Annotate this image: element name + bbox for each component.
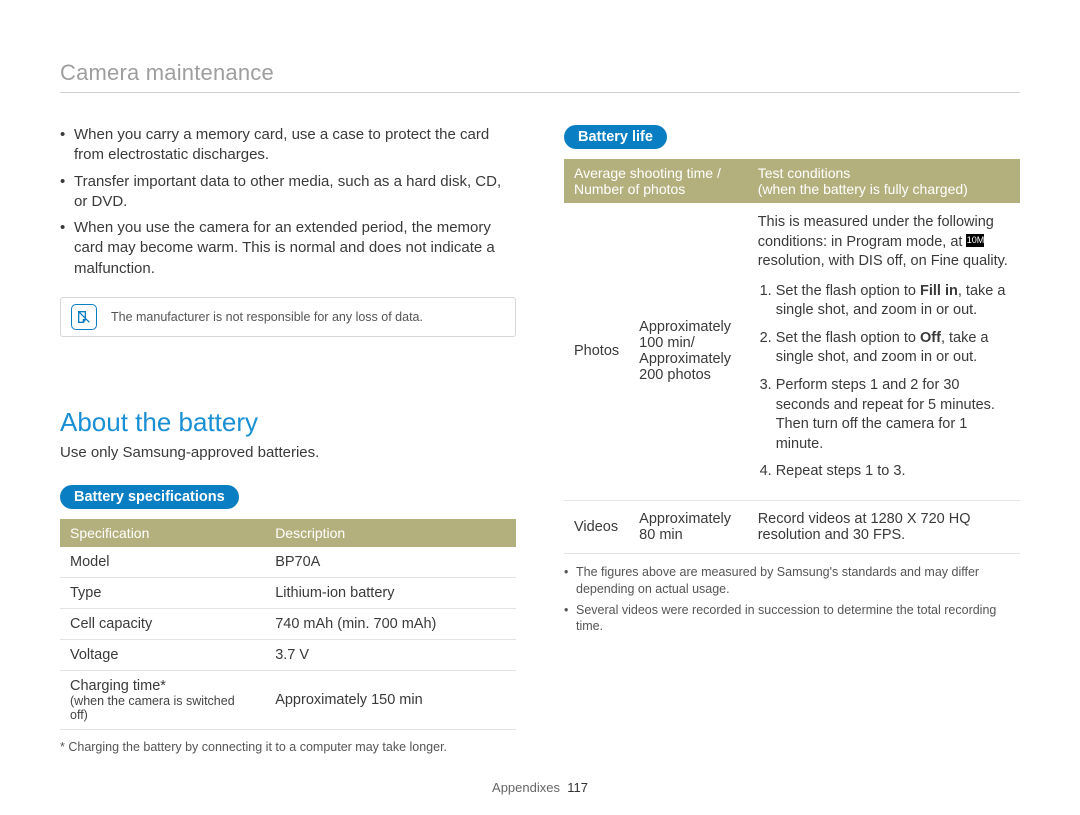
list-item: When you use the camera for an extended …	[60, 218, 516, 279]
spec-name-main: Charging time*	[70, 678, 166, 694]
battery-spec-table: Specification Description Model BP70A Ty…	[60, 519, 516, 730]
list-item: Set the flash option to Off, take a sing…	[776, 329, 1010, 368]
page-title: Camera maintenance	[60, 60, 1020, 86]
spec-name: Type	[60, 577, 265, 608]
col-header: Description	[265, 519, 516, 547]
step-bold: Fill in	[920, 283, 958, 299]
right-column: Battery life Average shooting time / Num…	[564, 125, 1020, 754]
resolution-icon: 10M	[966, 234, 984, 247]
spec-name: Voltage	[60, 639, 265, 670]
spec-name: Model	[60, 547, 265, 578]
table-row: Model BP70A	[60, 547, 516, 578]
list-item: Transfer important data to other media, …	[60, 172, 516, 213]
conditions-intro: This is measured under the following con…	[758, 213, 1010, 272]
th-line: Test conditions	[758, 165, 1010, 181]
footer-label: Appendixes	[492, 780, 560, 795]
conditions-steps: Set the flash option to Fill in, take a …	[758, 282, 1010, 482]
table-header-row: Average shooting time / Number of photos…	[564, 159, 1020, 203]
spec-desc: Approximately 150 min	[265, 670, 516, 729]
row-label: Videos	[564, 500, 629, 553]
spec-name: Cell capacity	[60, 608, 265, 639]
row-conditions: Record videos at 1280 X 720 HQ resolutio…	[748, 500, 1020, 553]
content-columns: When you carry a memory card, use a case…	[60, 125, 1020, 754]
note-text: The manufacturer is not responsible for …	[111, 310, 423, 324]
table-row: Photos Approximately 100 min/ Approximat…	[564, 203, 1020, 500]
row-value: Approximately 80 min	[629, 500, 748, 553]
spec-desc: BP70A	[265, 547, 516, 578]
col-header: Specification	[60, 519, 265, 547]
row-value: Approximately 100 min/ Approximately 200…	[629, 203, 748, 500]
step-bold: Off	[920, 330, 941, 346]
battery-spec-pill: Battery specifications	[60, 485, 239, 509]
table-row: Charging time* (when the camera is switc…	[60, 670, 516, 729]
note-box: The manufacturer is not responsible for …	[60, 297, 516, 337]
list-item: The figures above are measured by Samsun…	[564, 564, 1020, 598]
title-rule	[60, 92, 1020, 93]
step-text: Repeat steps 1 to 3.	[776, 463, 906, 479]
list-item: Set the flash option to Fill in, take a …	[776, 282, 1010, 321]
note-icon	[71, 304, 97, 330]
col-header: Average shooting time / Number of photos	[564, 159, 748, 203]
table-row: Voltage 3.7 V	[60, 639, 516, 670]
table-header-row: Specification Description	[60, 519, 516, 547]
col-header: Test conditions (when the battery is ful…	[748, 159, 1020, 203]
table-row: Videos Approximately 80 min Record video…	[564, 500, 1020, 553]
th-line: Number of photos	[574, 181, 738, 197]
section-heading: About the battery	[60, 407, 516, 438]
intro-post: resolution, with DIS off, on Fine qualit…	[758, 253, 1008, 269]
spec-desc: 3.7 V	[265, 639, 516, 670]
footer-page-number: 117	[567, 780, 588, 795]
step-text: Perform steps 1 and 2 for 30 seconds and…	[776, 377, 995, 452]
row-conditions: This is measured under the following con…	[748, 203, 1020, 500]
th-line: Average shooting time /	[574, 165, 738, 181]
battery-life-pill: Battery life	[564, 125, 667, 149]
spec-name: Charging time* (when the camera is switc…	[60, 670, 265, 729]
memory-card-bullets: When you carry a memory card, use a case…	[60, 125, 516, 279]
step-pre: Set the flash option to	[776, 330, 920, 346]
th-line: (when the battery is fully charged)	[758, 181, 1010, 197]
spec-desc: Lithium-ion battery	[265, 577, 516, 608]
life-footnotes: The figures above are measured by Samsun…	[564, 564, 1020, 636]
list-item: When you carry a memory card, use a case…	[60, 125, 516, 166]
spec-name-sub: (when the camera is switched off)	[70, 694, 255, 722]
intro-pre: This is measured under the following con…	[758, 214, 994, 250]
battery-life-table: Average shooting time / Number of photos…	[564, 159, 1020, 554]
spec-desc: 740 mAh (min. 700 mAh)	[265, 608, 516, 639]
step-pre: Set the flash option to	[776, 283, 920, 299]
table-row: Type Lithium-ion battery	[60, 577, 516, 608]
left-column: When you carry a memory card, use a case…	[60, 125, 516, 754]
spec-footnote: * Charging the battery by connecting it …	[60, 740, 516, 754]
list-item: Several videos were recorded in successi…	[564, 602, 1020, 636]
section-intro: Use only Samsung-approved batteries.	[60, 444, 516, 461]
list-item: Repeat steps 1 to 3.	[776, 462, 1010, 482]
page-footer: Appendixes 117	[0, 780, 1080, 795]
list-item: Perform steps 1 and 2 for 30 seconds and…	[776, 376, 1010, 454]
row-label: Photos	[564, 203, 629, 500]
table-row: Cell capacity 740 mAh (min. 700 mAh)	[60, 608, 516, 639]
